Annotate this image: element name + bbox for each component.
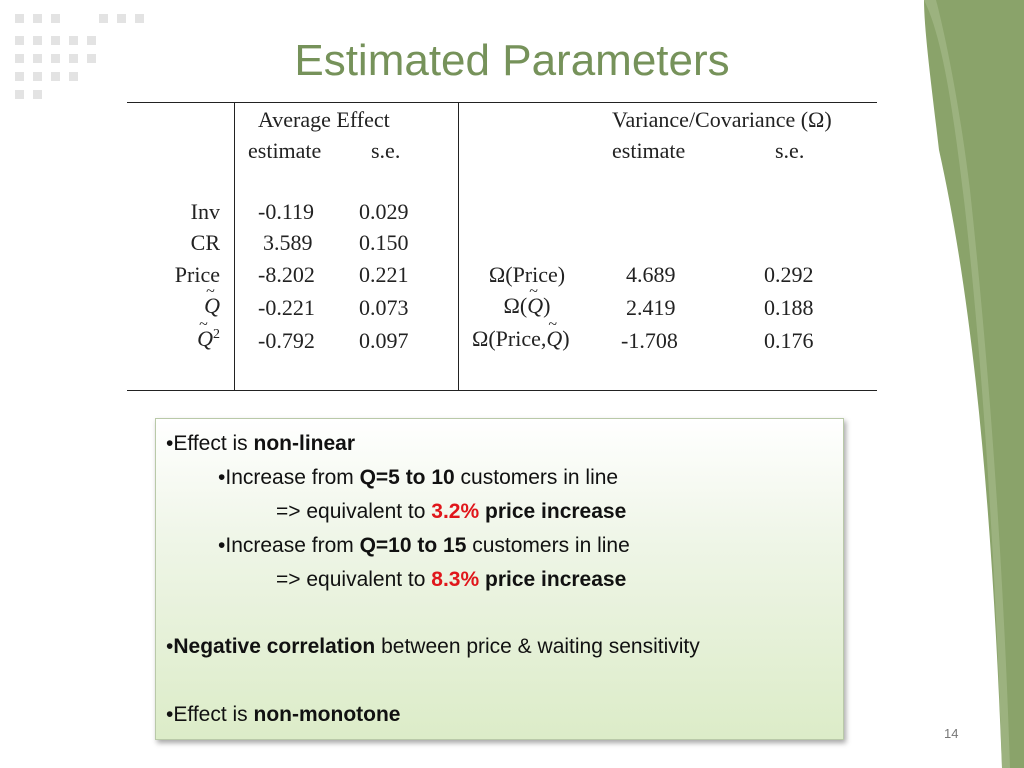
decorative-dot-grid (15, 14, 145, 104)
decorative-dot (135, 14, 144, 23)
decorative-dot (33, 36, 42, 45)
notes-box: •Effect is non-linear •Increase from Q=5… (155, 418, 844, 740)
var-se-header: s.e. (775, 138, 805, 163)
q-se: 0.073 (359, 295, 409, 320)
row-label-q: ~ Q (204, 283, 220, 318)
q-estimate: -0.221 (258, 295, 315, 320)
note-line-equivalent-8-3: => equivalent to 8.3% price increase (276, 568, 627, 591)
note-line-increase-10-15: •Increase from Q=10 to 15 customers in l… (218, 534, 630, 557)
slide-title: Estimated Parameters (294, 36, 730, 85)
decorative-dot (15, 36, 24, 45)
decorative-dot (33, 14, 42, 23)
avg-estimate-header: estimate (248, 138, 322, 163)
decorative-dot (51, 14, 60, 23)
note-line-nonlinear: •Effect is non-linear (166, 432, 356, 455)
cr-se: 0.150 (359, 230, 409, 255)
decorative-dot (15, 90, 24, 99)
decorative-dot (33, 90, 42, 99)
price-estimate: -8.202 (258, 262, 315, 287)
q2-se: 0.097 (359, 328, 409, 353)
row-label-inv: Inv (190, 199, 220, 224)
table-divider (234, 103, 235, 390)
var-estimate-header: estimate (612, 138, 686, 163)
cr-estimate: 3.589 (263, 230, 313, 255)
var-q-se: 0.188 (764, 295, 814, 320)
variance-covariance-header: Variance/Covariance (Ω) (612, 107, 832, 132)
var-price-q-estimate: -1.708 (621, 328, 678, 353)
decorative-dot (33, 54, 42, 63)
var-price-q-se: 0.176 (764, 328, 814, 353)
decorative-dot (51, 72, 60, 81)
var-label-price: Ω(Price) (488, 262, 566, 287)
decorative-dot (33, 72, 42, 81)
decorative-dot (117, 14, 126, 23)
row-label-q-squared: ~ Q2 (197, 316, 220, 352)
avg-se-header: s.e. (371, 138, 401, 163)
row-label-price: Price (174, 262, 220, 287)
decorative-dot (87, 54, 96, 63)
decorative-dot (99, 14, 108, 23)
note-line-equivalent-3-2: => equivalent to 3.2% price increase (276, 500, 627, 523)
row-label-cr: CR (190, 230, 220, 255)
var-label-price-q: Ω(Price, ~ Q) (472, 316, 570, 351)
table-divider (458, 103, 459, 390)
q2-estimate: -0.792 (258, 328, 315, 353)
decorative-dot (69, 36, 78, 45)
decorative-dot (69, 72, 78, 81)
decorative-dot (15, 72, 24, 81)
page-number: 14 (944, 726, 959, 741)
decorative-green-swoosh (924, 0, 1024, 768)
inv-se: 0.029 (359, 199, 409, 224)
var-price-se: 0.292 (764, 262, 814, 287)
decorative-dot (69, 54, 78, 63)
var-price-estimate: 4.689 (626, 262, 676, 287)
inv-estimate: -0.119 (258, 199, 315, 224)
note-line-nonmonotone: •Effect is non-monotone (166, 703, 401, 726)
decorative-dot (87, 36, 96, 45)
decorative-dot (15, 14, 24, 23)
note-line-increase-5-10: •Increase from Q=5 to 10 customers in li… (218, 466, 619, 489)
decorative-dot (51, 36, 60, 45)
var-q-estimate: 2.419 (626, 295, 676, 320)
note-line-negative-correlation: •Negative correlation between price & wa… (166, 635, 700, 658)
decorative-dot (51, 54, 60, 63)
average-effect-header: Average Effect (258, 107, 390, 132)
price-se: 0.221 (359, 262, 409, 287)
parameters-table: Average Effect estimate s.e. Variance/Co… (127, 102, 877, 391)
var-label-q: Ω(~ Q) (503, 283, 551, 318)
decorative-dot (15, 54, 24, 63)
